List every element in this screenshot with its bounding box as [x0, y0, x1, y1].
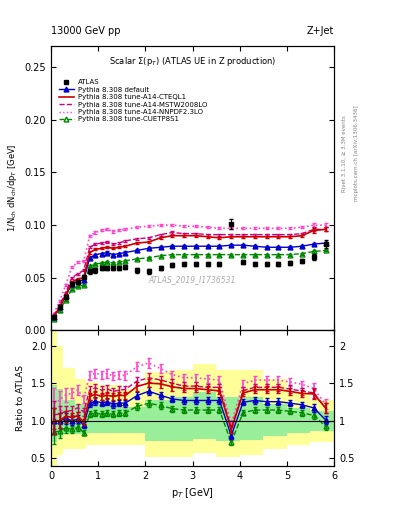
Text: Z+Jet: Z+Jet: [307, 26, 334, 36]
X-axis label: p$_{T}$ [GeV]: p$_{T}$ [GeV]: [171, 486, 214, 500]
Legend: ATLAS, Pythia 8.308 default, Pythia 8.308 tune-A14-CTEQL1, Pythia 8.308 tune-A14: ATLAS, Pythia 8.308 default, Pythia 8.30…: [57, 78, 208, 124]
Text: 13000 GeV pp: 13000 GeV pp: [51, 26, 121, 36]
Text: Scalar $\Sigma$(p$_{T}$) (ATLAS UE in Z production): Scalar $\Sigma$(p$_{T}$) (ATLAS UE in Z …: [109, 55, 276, 68]
Text: mcplots.cern.ch [arXiv:1306.3436]: mcplots.cern.ch [arXiv:1306.3436]: [354, 106, 359, 201]
Y-axis label: 1/N$_{\rm ch}$ dN$_{\rm ch}$/dp$_{T}$ [GeV]: 1/N$_{\rm ch}$ dN$_{\rm ch}$/dp$_{T}$ [G…: [6, 144, 19, 232]
Text: ATLAS_2019_I1736531: ATLAS_2019_I1736531: [149, 275, 236, 284]
Y-axis label: Ratio to ATLAS: Ratio to ATLAS: [16, 365, 25, 431]
Text: Rivet 3.1.10, ≥ 3.3M events: Rivet 3.1.10, ≥ 3.3M events: [342, 115, 347, 192]
